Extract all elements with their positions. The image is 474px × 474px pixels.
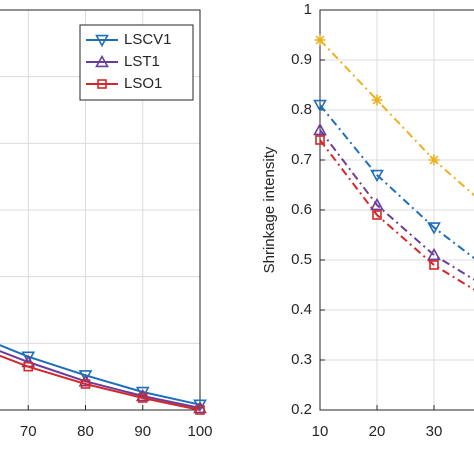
marker (428, 154, 440, 166)
y-tick-label: 0.8 (291, 101, 312, 118)
series-line (0, 350, 201, 409)
series-line (319, 129, 474, 281)
marker (193, 400, 207, 414)
y-tick-label: 0.9 (291, 51, 312, 68)
series-line (0, 344, 201, 406)
marker (95, 34, 109, 48)
x-tick-label: 100 (187, 423, 212, 440)
marker (371, 94, 383, 106)
marker (314, 34, 326, 46)
marker (315, 135, 325, 145)
marker (135, 388, 150, 402)
y-tick-label: 0.6 (291, 201, 312, 218)
marker (370, 169, 384, 183)
y-tick-label: 0.4 (291, 301, 312, 318)
marker (427, 222, 441, 235)
marker (135, 386, 150, 400)
x-tick-label: 30 (426, 423, 443, 440)
series-line (319, 39, 474, 197)
series-line (319, 104, 474, 260)
x-tick-label: 70 (20, 423, 37, 440)
marker (95, 54, 109, 68)
marker (23, 361, 34, 372)
y-axis-label: Shrinkage intensity (261, 146, 278, 273)
marker (313, 99, 327, 113)
marker (137, 393, 148, 403)
y-tick-label: 0.2 (291, 401, 312, 418)
x-tick-label: 20 (369, 423, 386, 440)
y-tick-label: 0.5 (291, 251, 312, 268)
marker (78, 370, 93, 383)
marker (313, 122, 327, 136)
series-line (0, 354, 201, 411)
marker (427, 247, 441, 261)
legend-label: LST1 (124, 53, 160, 70)
marker (372, 210, 382, 220)
x-tick-label: 80 (77, 423, 94, 440)
y-tick-label: 1 (304, 1, 312, 18)
legend-label: LSO1 (124, 75, 162, 92)
marker (429, 260, 439, 270)
legend-label: LSCV1 (124, 31, 172, 48)
marker (97, 79, 107, 89)
marker (195, 405, 205, 415)
series-line (319, 139, 474, 291)
marker (21, 351, 36, 364)
marker (80, 379, 91, 389)
y-tick-label: 0.3 (291, 351, 312, 368)
x-tick-label: 90 (134, 423, 151, 440)
axes-box (0, 9, 201, 411)
x-tick-label: 10 (312, 423, 329, 440)
axes-box (319, 9, 474, 411)
marker (370, 197, 384, 211)
y-tick-label: 0.7 (291, 151, 312, 168)
